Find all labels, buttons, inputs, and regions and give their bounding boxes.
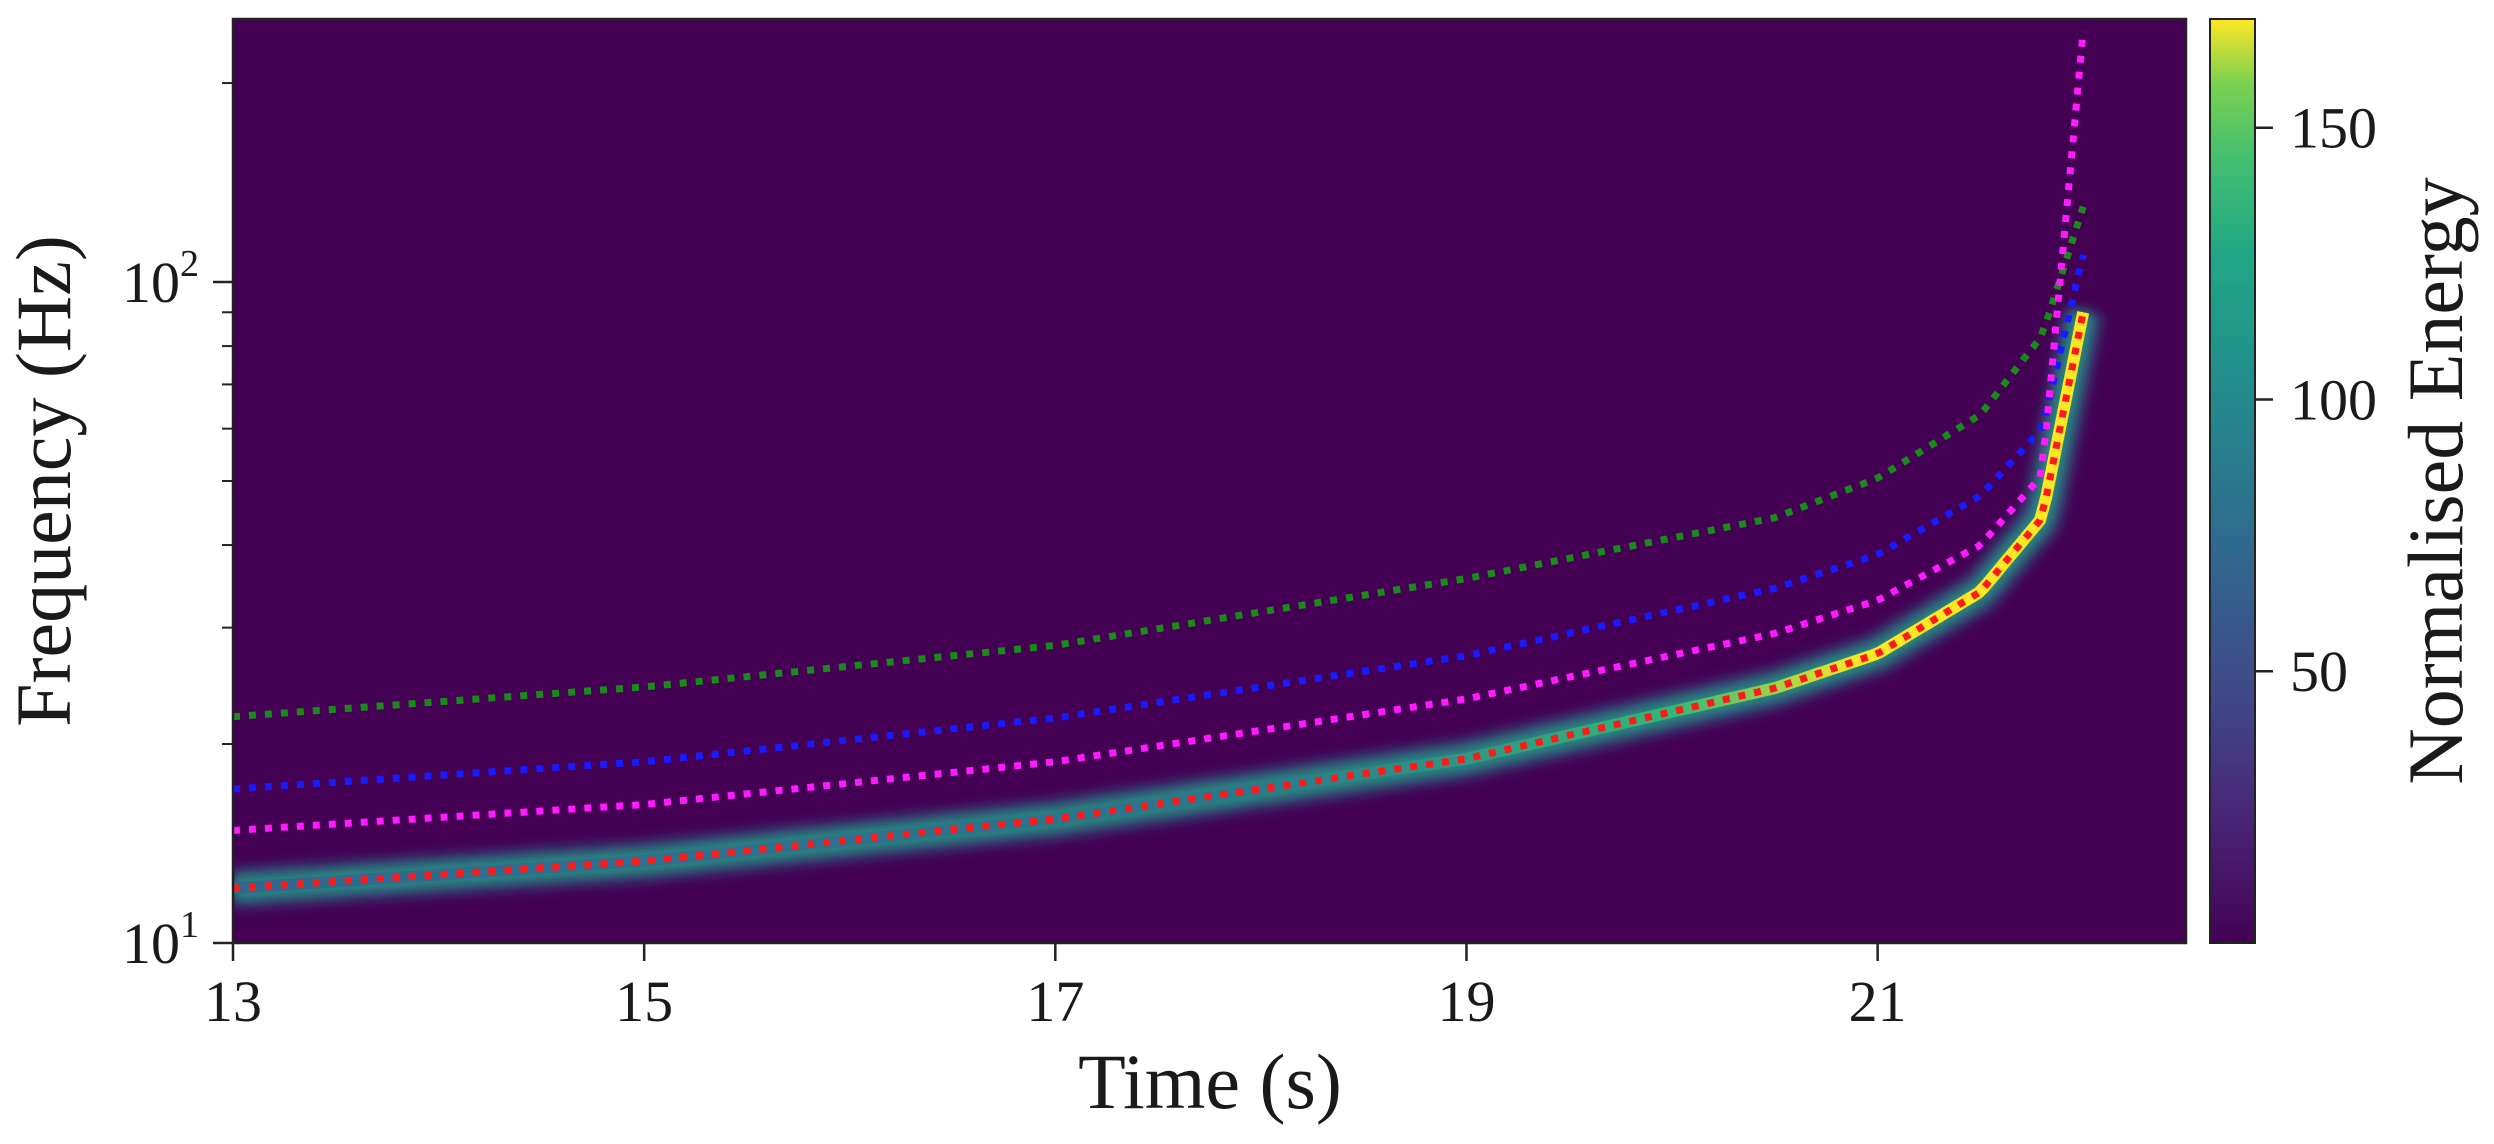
- chirp-track-3: [233, 30, 2087, 834]
- x-axis-label: Time (s): [1078, 1038, 1342, 1125]
- x-tick-label: 17: [1026, 969, 1084, 1034]
- colorbar-ticks: 50 100 150: [2255, 96, 2377, 704]
- x-tick-label: 19: [1437, 969, 1495, 1034]
- colorbar-label: Normalised Energy: [2392, 177, 2479, 784]
- chirp-track-1: [233, 205, 2087, 721]
- colorbar-tick-label: 50: [2290, 639, 2348, 704]
- y-tick-label: 102: [122, 243, 199, 315]
- colorbar-tick-label: 150: [2290, 96, 2377, 161]
- x-axis: 13 15 17 19 21: [204, 943, 1907, 1034]
- colorbar: [2209, 18, 2256, 944]
- chirp-track-4: [233, 311, 2087, 892]
- x-tick-label: 15: [615, 969, 673, 1034]
- y-axis-label: Frequency (Hz): [0, 235, 87, 727]
- x-tick-label: 21: [1849, 969, 1907, 1034]
- chirp-tracks: [233, 30, 2087, 892]
- y-tick-label: 101: [122, 904, 199, 976]
- chirp-track-2: [233, 253, 2087, 793]
- x-tick-label: 13: [204, 969, 262, 1034]
- colorbar-tick-label: 100: [2290, 367, 2377, 432]
- y-axis: 101 102: [122, 82, 233, 976]
